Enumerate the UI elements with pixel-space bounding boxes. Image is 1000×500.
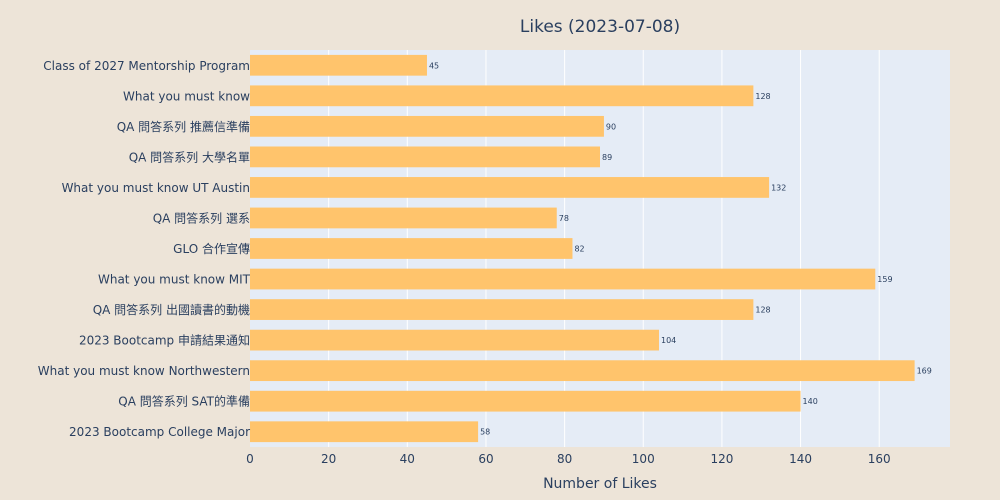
y-tick-label: QA 問答系列 SAT的準備 [118,394,250,409]
bar-value-label: 90 [606,122,616,131]
x-tick-label: 60 [478,452,493,466]
y-tick-label: GLO 合作宣傳 [173,241,250,256]
bar [250,360,915,382]
bar-value-label: 128 [755,306,770,315]
bar-value-label: 82 [574,245,584,254]
bar-value-label: 132 [771,183,786,192]
y-tick-label: What you must know MIT [98,273,251,287]
x-tick-label: 120 [710,452,733,466]
x-tick-label: 0 [246,452,254,466]
x-tick-label: 140 [789,452,812,466]
bar [250,207,557,229]
bar-value-label: 169 [917,367,932,376]
bar [250,146,600,168]
bar [250,268,876,290]
chart-title: Likes (2023-07-08) [520,17,680,37]
bar [250,177,770,198]
y-tick-label: What you must know Northwestern [38,364,250,378]
x-tick-label: 80 [557,452,572,466]
bar-value-label: 78 [559,214,569,223]
y-tick-label: QA 問答系列 推薦信準備 [117,119,250,134]
x-tick-labels: 0 20 40 60 80 100 120 140 160 [246,452,890,466]
bars: 45 128 90 89 132 78 82 159 128 104 169 140 58 [250,54,932,443]
bar [250,390,801,412]
bar [250,85,754,107]
y-tick-labels: Class of 2027 Mentorship Program What you… [38,59,251,439]
x-tick-label: 160 [868,452,891,466]
bar-value-label: 89 [602,153,612,162]
bar-value-label: 45 [429,61,439,70]
bar-value-label: 128 [755,92,770,101]
x-tick-label: 40 [400,452,415,466]
bar-value-label: 104 [661,336,676,345]
y-tick-label: 2023 Bootcamp 申請結果通知 [79,334,250,348]
bar [250,238,573,259]
bar [250,329,659,351]
x-tick-label: 20 [321,452,336,466]
y-tick-label: Class of 2027 Mentorship Program [43,59,250,73]
y-tick-label: What you must know UT Austin [62,181,250,195]
y-tick-label: 2023 Bootcamp College Major [69,425,250,439]
y-tick-label: QA 問答系列 選系 [153,210,250,225]
bar [250,54,427,76]
bar [250,115,604,137]
y-tick-label: What you must know [123,89,250,103]
y-tick-label: QA 問答系列 出國讀書的動機 [93,302,250,317]
bar [250,421,479,443]
bar-value-label: 159 [877,275,892,284]
bar [250,299,754,320]
bar-value-label: 58 [480,428,490,437]
x-tick-label: 100 [632,452,655,466]
y-tick-label: QA 問答系列 大學名單 [129,149,250,164]
bar-value-label: 140 [803,397,818,406]
x-axis-title: Number of Likes [543,476,657,492]
